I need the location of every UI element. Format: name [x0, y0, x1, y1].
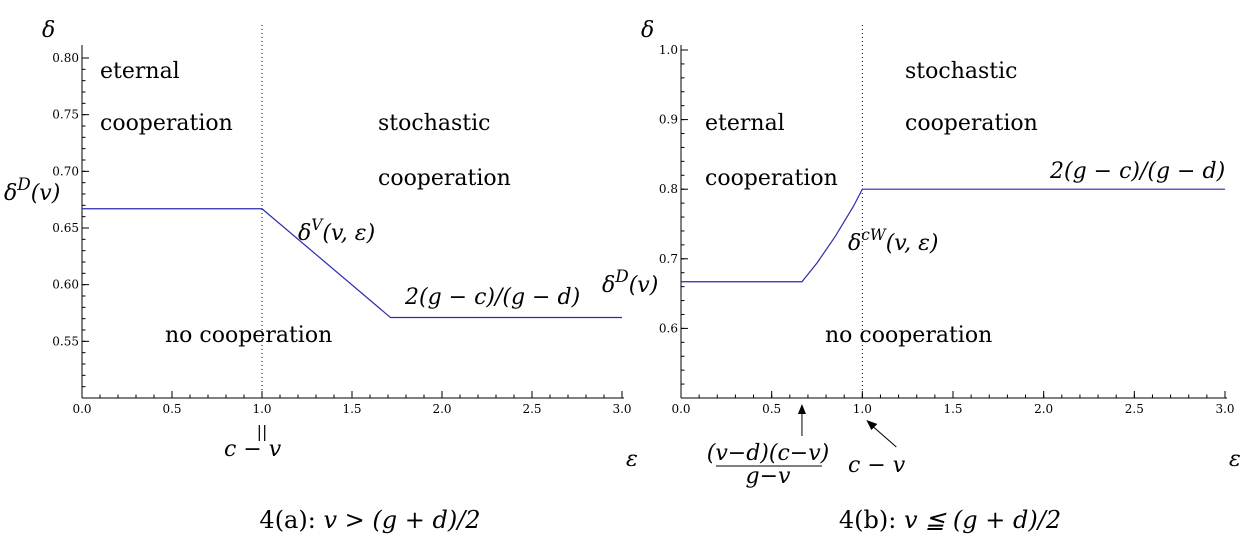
x-tick-label: 0.5	[762, 402, 781, 416]
curve-label: 2(g − c)/(g − d)	[404, 285, 580, 310]
region-label: cooperation	[905, 111, 1038, 136]
region-label: stochastic	[378, 111, 490, 136]
y-tick-label: 0.8	[659, 182, 678, 196]
y-tick-label: 0.75	[52, 108, 79, 122]
x-tick-label: 3.0	[1215, 402, 1234, 416]
x-tick-label: 1.0	[853, 402, 872, 416]
y-tick-label: 0.60	[52, 278, 79, 292]
region-label: no cooperation	[165, 323, 332, 348]
region-label: cooperation	[705, 166, 838, 191]
y-tick-label: 0.9	[659, 113, 678, 127]
arrow-head	[797, 404, 806, 414]
curve-label: δV(v, ε)	[298, 216, 375, 246]
x-marker-label: c − v	[848, 453, 906, 478]
y-axis-label: δ	[641, 18, 654, 43]
fraction-denominator: g−v	[746, 464, 792, 489]
x-tick-label: 2.0	[432, 402, 451, 416]
x-tick-label: 2.0	[1034, 402, 1053, 416]
x-tick-label: 0.5	[162, 402, 181, 416]
caption: 4(b): v ≦ (g + d)/2	[839, 506, 1061, 534]
x-marker-label: c − v	[224, 437, 282, 462]
x-tick-label: 2.5	[1125, 402, 1144, 416]
curve-label: δcW(v, ε)	[848, 226, 938, 256]
region-label: cooperation	[378, 166, 511, 191]
arrow-shaft	[872, 425, 897, 448]
equality-marker: ||	[257, 422, 268, 441]
region-label: stochastic	[905, 59, 1017, 84]
x-tick-label: 0.0	[671, 402, 690, 416]
x-tick-label: 1.5	[342, 402, 361, 416]
y-tick-label: 0.55	[52, 334, 79, 348]
x-tick-label: 0.0	[72, 402, 91, 416]
x-tick-label: 3.0	[612, 402, 631, 416]
y-tick-label: 0.70	[52, 164, 79, 178]
region-label: eternal	[705, 111, 785, 136]
x-tick-label: 1.5	[943, 402, 962, 416]
chart-b: 0.0 0.5 1.0 1.5 2.0 2.5 3.0 0.6 0.7 0.8 0.9 1.0 δ ε et…	[602, 18, 1241, 534]
y-tick-label: 0.6	[659, 321, 678, 335]
region-label: eternal	[100, 59, 180, 84]
y-tick-label: 0.7	[659, 252, 678, 266]
y-marker-label: δD(v)	[602, 266, 658, 298]
threshold-curve	[681, 188, 1225, 283]
x-tick-label: 1.0	[252, 402, 271, 416]
region-label: cooperation	[100, 111, 233, 136]
y-axis-label: δ	[42, 18, 55, 43]
x-axis-label: ε	[1229, 447, 1241, 472]
caption: 4(a): v > (g + d)/2	[259, 506, 480, 534]
arrow-head	[866, 420, 878, 430]
curve-label: 2(g − c)/(g − d)	[1049, 159, 1225, 184]
chart-a: 0.0 0.5 1.0 1.5 2.0 2.5 3.0 0.55 0.60 0.65 0.70 0.7…	[4, 18, 638, 534]
y-tick-label: 0.80	[52, 51, 79, 65]
threshold-curve	[82, 208, 622, 319]
region-label: no cooperation	[825, 323, 992, 348]
x-tick-label: 2.5	[522, 402, 541, 416]
y-tick-label: 0.65	[52, 221, 79, 235]
y-tick-label: 1.0	[659, 43, 678, 57]
x-axis-label: ε	[626, 447, 638, 472]
y-marker-label: δD(v)	[4, 174, 60, 206]
fraction-numerator: (v−d)(c−v)	[707, 441, 829, 466]
